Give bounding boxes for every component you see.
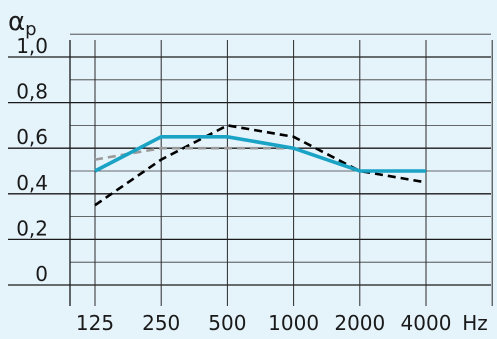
y-tick-label: 0,2: [16, 216, 48, 240]
y-tick-label: 0: [35, 262, 48, 286]
x-tick-label: 250: [142, 311, 180, 334]
x-tick-label: 4000: [401, 311, 452, 334]
x-tick-label: 2000: [334, 311, 385, 334]
y-tick-label: 0,4: [16, 171, 48, 195]
y-tick-label: 0,8: [16, 80, 48, 104]
x-axis-label: Hz: [462, 311, 488, 334]
x-tick-label: 125: [76, 311, 114, 334]
series-line-3: [95, 137, 426, 171]
x-tick-label: 1000: [268, 311, 319, 334]
y-tick-label: 0,6: [16, 125, 48, 149]
y-axis-label-subscript: p: [25, 19, 36, 40]
x-tick-label: 500: [208, 311, 246, 334]
series-line-2: [95, 148, 426, 171]
y-axis-label: αp: [8, 7, 37, 40]
